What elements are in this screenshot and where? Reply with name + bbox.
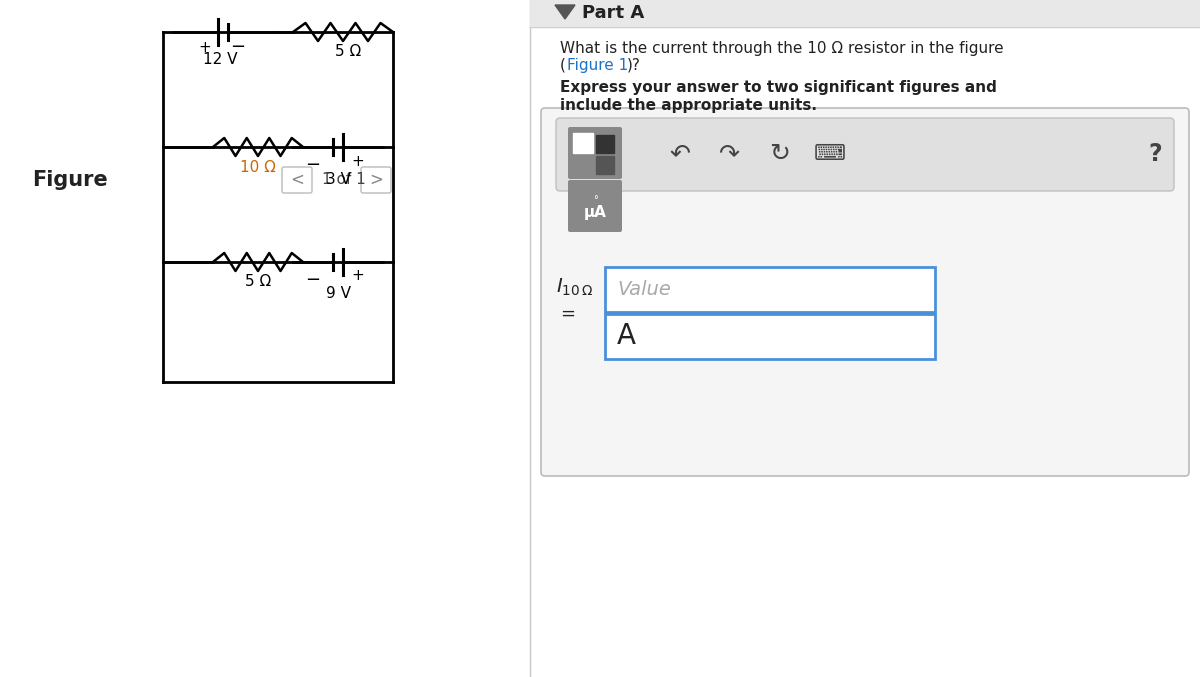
FancyBboxPatch shape — [556, 118, 1174, 191]
Text: −: − — [230, 38, 246, 56]
Text: ↷: ↷ — [720, 142, 740, 166]
FancyBboxPatch shape — [568, 180, 622, 232]
Text: Express your answer to two significant figures and: Express your answer to two significant f… — [560, 80, 997, 95]
FancyBboxPatch shape — [541, 108, 1189, 476]
Text: Figure 1: Figure 1 — [568, 58, 629, 73]
Text: +: + — [199, 39, 211, 55]
Text: +: + — [352, 269, 365, 284]
Text: −: − — [306, 271, 320, 289]
Bar — [596, 135, 614, 153]
Text: °: ° — [593, 195, 598, 205]
Text: =: = — [560, 305, 575, 323]
Bar — [605, 267, 935, 312]
Bar — [596, 156, 614, 174]
Bar — [574, 133, 593, 153]
Text: Value: Value — [617, 280, 671, 299]
Text: )?: )? — [628, 58, 641, 73]
Text: <: < — [290, 171, 304, 189]
Text: −: − — [306, 156, 320, 174]
Bar — [605, 314, 935, 359]
Text: What is the current through the 10 Ω resistor in the figure: What is the current through the 10 Ω res… — [560, 41, 1003, 56]
Text: Part A: Part A — [582, 4, 644, 22]
Text: A: A — [617, 322, 636, 351]
Polygon shape — [554, 5, 575, 19]
Text: 9 V: 9 V — [325, 286, 350, 301]
Text: 5 Ω: 5 Ω — [335, 45, 361, 60]
Text: ⌨: ⌨ — [814, 144, 846, 164]
FancyBboxPatch shape — [568, 127, 622, 179]
Text: 3 V: 3 V — [325, 171, 350, 186]
Text: $I_{10\,\Omega}$: $I_{10\,\Omega}$ — [556, 276, 593, 298]
Text: 5 Ω: 5 Ω — [245, 274, 271, 290]
Text: 1 of 1: 1 of 1 — [322, 173, 366, 188]
Text: ?: ? — [1148, 142, 1162, 166]
FancyBboxPatch shape — [282, 167, 312, 193]
Text: >: > — [370, 171, 383, 189]
Bar — [530, 0, 1200, 26]
Text: ↻: ↻ — [769, 142, 791, 166]
Text: (: ( — [560, 58, 566, 73]
FancyBboxPatch shape — [361, 167, 391, 193]
Text: ↶: ↶ — [670, 142, 690, 166]
Text: Figure: Figure — [32, 170, 108, 190]
Text: +: + — [352, 154, 365, 169]
Text: 12 V: 12 V — [203, 53, 238, 68]
Text: μA: μA — [583, 204, 606, 219]
Text: 10 Ω: 10 Ω — [240, 160, 276, 175]
Text: include the appropriate units.: include the appropriate units. — [560, 98, 817, 113]
